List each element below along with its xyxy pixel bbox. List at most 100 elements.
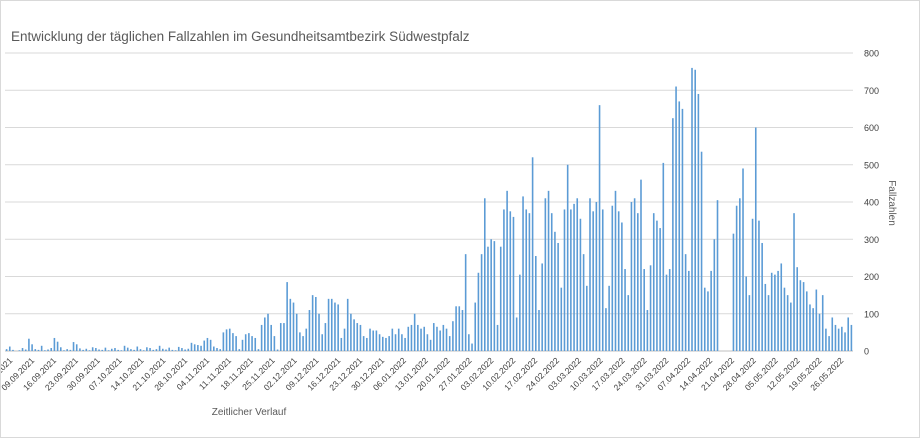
bar (678, 101, 681, 351)
bar (50, 348, 53, 351)
bar (315, 296, 317, 351)
y-tick-label: 600 (864, 123, 879, 133)
bar (579, 218, 582, 351)
bar (707, 291, 709, 351)
bar (388, 336, 390, 351)
bar (24, 349, 27, 351)
bar (168, 347, 170, 351)
bar (640, 179, 642, 351)
bar (346, 298, 349, 351)
bar (850, 324, 853, 351)
bar (582, 254, 585, 351)
bar (611, 205, 614, 351)
bar (369, 328, 371, 351)
bar (799, 280, 802, 351)
bar (633, 198, 636, 351)
bar (464, 254, 467, 351)
bar (821, 295, 824, 352)
bar (672, 118, 674, 351)
bar (158, 345, 161, 351)
bar (758, 220, 760, 352)
bar (509, 211, 512, 351)
bar (519, 274, 521, 351)
bar (232, 333, 234, 351)
bar (483, 198, 486, 351)
bar (56, 341, 59, 351)
bar (12, 349, 14, 351)
bar (359, 324, 362, 351)
bar (847, 317, 850, 351)
bar (308, 310, 311, 351)
bar (254, 337, 257, 351)
bar (480, 254, 483, 351)
bar (206, 337, 209, 351)
bar (404, 337, 406, 351)
bar (372, 330, 374, 351)
bar (528, 213, 531, 351)
bar (688, 270, 690, 351)
bar (512, 216, 515, 351)
bar (378, 334, 381, 351)
bar (499, 246, 502, 351)
bar (146, 347, 148, 351)
bar (366, 337, 368, 351)
bar (694, 69, 696, 351)
bar (318, 313, 320, 351)
bar (410, 324, 413, 351)
bar (420, 328, 422, 351)
bar (417, 324, 419, 351)
bar (474, 302, 477, 351)
bar (595, 202, 598, 351)
bar (59, 347, 62, 351)
bar (101, 349, 104, 351)
bar (5, 349, 8, 351)
bar (222, 332, 225, 352)
bar (793, 213, 795, 351)
bar (203, 340, 206, 351)
gridlines (5, 52, 853, 352)
bar (541, 263, 543, 351)
bar (88, 350, 91, 351)
bar (219, 349, 221, 351)
bar (394, 334, 397, 351)
bar (104, 347, 107, 351)
bar (21, 348, 24, 351)
bar (825, 328, 827, 351)
bar (200, 345, 202, 351)
bar (44, 350, 46, 351)
bar (637, 213, 639, 351)
bar (37, 349, 40, 351)
bar (563, 209, 566, 351)
bar (573, 203, 575, 351)
bar (828, 336, 830, 351)
bar (461, 310, 464, 351)
bar (311, 295, 314, 352)
bar (841, 326, 843, 351)
bar (302, 336, 304, 351)
bar (28, 338, 30, 351)
bar (809, 304, 811, 351)
bar (560, 287, 563, 351)
bar (831, 317, 834, 351)
bar (471, 343, 473, 351)
bar (391, 328, 394, 351)
bar (213, 346, 215, 351)
bar (98, 349, 100, 351)
bar (69, 349, 72, 351)
bar (780, 263, 783, 351)
bar (152, 349, 155, 351)
bar (184, 349, 186, 351)
bar (439, 330, 441, 351)
bar (289, 298, 292, 351)
bar (624, 269, 626, 351)
bar (538, 310, 540, 351)
bar (557, 242, 559, 351)
bar (299, 332, 301, 352)
bar (286, 282, 288, 351)
bar (155, 349, 158, 351)
bar (193, 344, 196, 351)
bar (652, 213, 655, 351)
bar (53, 337, 56, 351)
bar (324, 323, 327, 351)
bar (79, 348, 81, 351)
